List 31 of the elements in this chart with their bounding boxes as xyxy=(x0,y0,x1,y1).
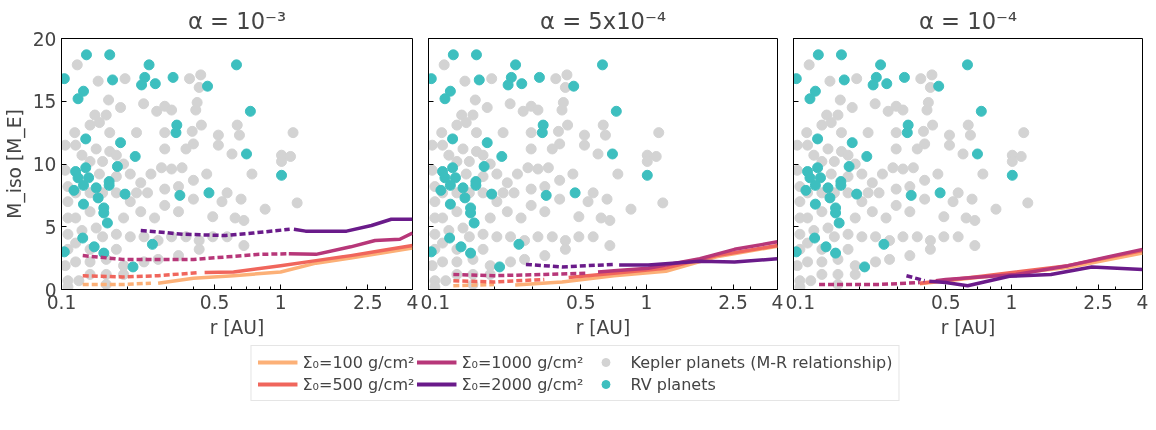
chart-title: α = 10⁻³ xyxy=(187,7,287,34)
x-tick-label: 2.5 xyxy=(352,291,383,313)
x-axis-title: r [AU] xyxy=(209,316,265,338)
x-tick-label: 2.5 xyxy=(1083,291,1113,313)
chart-title: α = 10⁻⁴ xyxy=(918,7,1018,34)
y-tick-label: 10 xyxy=(32,154,57,175)
x-tick-label: 0.5 xyxy=(565,291,596,313)
legend-label: Σ₀=1000 g/cm² xyxy=(461,352,584,372)
y-tick-label: 20 xyxy=(32,28,57,50)
x-tick-label: 1 xyxy=(640,291,653,313)
legend-label: Kepler planets (M-R relationship) xyxy=(630,352,893,372)
y-tick-label: 5 xyxy=(44,216,57,238)
x-axis-title: r [AU] xyxy=(575,316,631,338)
y-axis-title: M_iso [M_E] xyxy=(3,109,26,219)
x-tick-label: 1 xyxy=(274,291,287,313)
x-tick-label: 0.5 xyxy=(930,291,961,313)
x-axis-title: r [AU] xyxy=(940,316,996,338)
x-tick-label: 2.5 xyxy=(718,291,748,313)
x-tick-label: 1 xyxy=(1005,291,1018,313)
legend-label: Σ₀=500 g/cm² xyxy=(302,374,415,394)
x-tick-label: 0.1 xyxy=(420,291,451,313)
x-tick-label: 4 xyxy=(1136,291,1149,313)
chart-title: α = 5x10⁻⁴ xyxy=(539,7,667,34)
y-tick-label: 15 xyxy=(32,91,57,113)
legend-label: Σ₀=2000 g/cm² xyxy=(461,374,584,394)
x-tick-label: 0.5 xyxy=(199,291,230,313)
legend-label: Σ₀=100 g/cm² xyxy=(302,352,415,372)
x-tick-label: 4 xyxy=(771,291,784,313)
legend-label: RV planets xyxy=(630,374,716,394)
x-tick-label: 4 xyxy=(406,291,419,313)
x-tick-label: 0.1 xyxy=(785,291,816,313)
